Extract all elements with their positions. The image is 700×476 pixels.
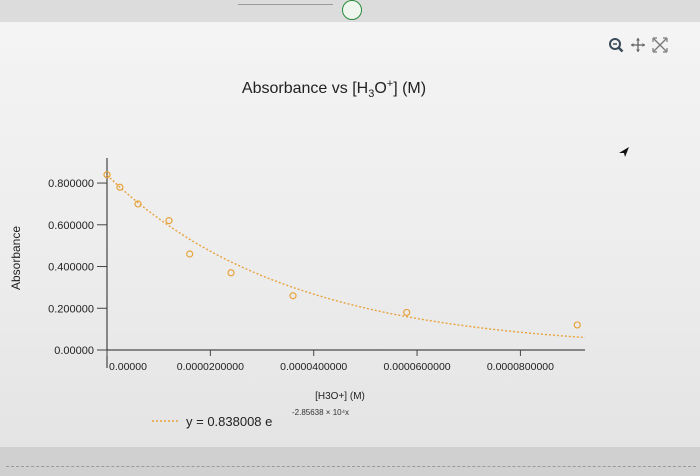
data-point bbox=[403, 308, 411, 317]
y-tick-label: 0.200000 bbox=[48, 303, 94, 315]
x-tick-label: 0.0000200000 bbox=[177, 361, 244, 373]
data-point bbox=[289, 292, 297, 300]
trendline-curve bbox=[106, 174, 586, 339]
y-tick-label: 0.00000 bbox=[54, 345, 94, 357]
data-point bbox=[573, 321, 581, 329]
x-tick-label: 0.00000 bbox=[109, 361, 147, 373]
y-tick-label: 0.800000 bbox=[48, 178, 94, 190]
data-point bbox=[103, 171, 111, 179]
x-axis-label: [H3O+] (M) bbox=[315, 391, 365, 402]
data-point bbox=[186, 250, 194, 258]
reset-axes-icon[interactable] bbox=[652, 37, 668, 53]
pan-icon[interactable] bbox=[630, 37, 646, 53]
bottom-strip bbox=[0, 447, 700, 476]
chart-panel bbox=[0, 22, 700, 447]
y-axis-label: Absorbance bbox=[9, 226, 23, 290]
top-divider bbox=[238, 4, 333, 5]
bottom-dashed-divider bbox=[6, 466, 696, 467]
data-point bbox=[227, 269, 235, 277]
chart-toolbar bbox=[608, 37, 668, 53]
y-tick-label: 0.600000 bbox=[48, 220, 94, 232]
x-tick-label: 0.0000600000 bbox=[383, 361, 450, 373]
data-point bbox=[116, 183, 124, 191]
mouse-cursor-icon bbox=[619, 147, 629, 157]
trendline-equation: y = 0.838008 e bbox=[186, 414, 272, 429]
x-tick-label: 0.0000400000 bbox=[280, 361, 347, 373]
data-point bbox=[165, 217, 173, 225]
y-tick-label: 0.400000 bbox=[48, 262, 94, 274]
trendline-legend: y = 0.838008 e -2.85638 × 10⁴x bbox=[152, 408, 349, 429]
chart-title: Absorbance vs [H3O+] (M) bbox=[242, 78, 426, 100]
trendline-exponent: -2.85638 × 10⁴x bbox=[292, 408, 349, 417]
zoom-icon[interactable] bbox=[608, 37, 624, 53]
status-indicator bbox=[342, 0, 362, 20]
data-point bbox=[134, 200, 142, 208]
x-tick-label: 0.0000800000 bbox=[487, 361, 554, 373]
